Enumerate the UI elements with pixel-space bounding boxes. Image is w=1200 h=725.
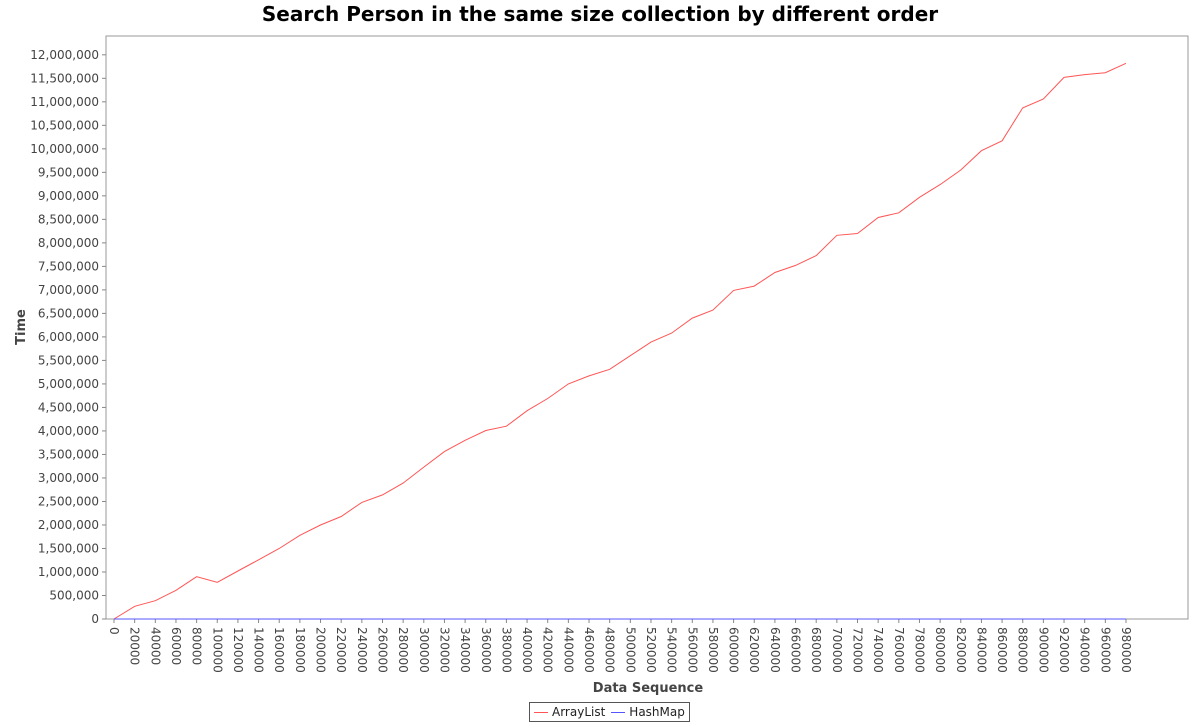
y-tick-label: 12,000,000 (30, 48, 99, 62)
x-tick-label: 120000 (231, 627, 245, 673)
y-tick-label: 6,000,000 (38, 330, 99, 344)
legend-item-arraylist: ArrayList (534, 705, 605, 719)
y-tick-label: 11,000,000 (30, 95, 99, 109)
y-tick-label: 4,500,000 (38, 400, 99, 414)
x-tick-label: 960000 (1098, 627, 1112, 673)
y-axis-title: Time (14, 309, 29, 345)
x-tick-label: 600000 (727, 627, 741, 673)
x-tick-label: 360000 (479, 627, 493, 673)
y-tick-label: 7,500,000 (38, 259, 99, 273)
x-tick-label: 300000 (417, 627, 431, 673)
x-tick-label: 180000 (293, 627, 307, 673)
series-layer (113, 62, 1127, 620)
x-tick-label: 980000 (1119, 627, 1133, 673)
x-tick-label: 100000 (210, 627, 224, 673)
y-tick-label: 1,000,000 (38, 565, 99, 579)
x-tick-label: 200000 (314, 627, 328, 673)
x-tick-label: 760000 (892, 627, 906, 673)
x-tick-label: 440000 (561, 627, 575, 673)
x-tick-label: 580000 (706, 627, 720, 673)
x-tick-label: 140000 (252, 627, 266, 673)
legend-label: ArrayList (552, 705, 606, 719)
x-tick-label: 880000 (1016, 627, 1030, 673)
legend-swatch-arraylist (534, 711, 548, 713)
y-tick-label: 2,500,000 (38, 494, 99, 508)
x-tick-label: 700000 (830, 627, 844, 673)
x-tick-label: 400000 (520, 627, 534, 673)
x-tick-label: 860000 (995, 627, 1009, 673)
x-tick-label: 900000 (1036, 627, 1050, 673)
y-tick-label: 11,500,000 (30, 71, 99, 85)
x-tick-label: 620000 (747, 627, 761, 673)
x-tick-label: 800000 (933, 627, 947, 673)
x-tick-label: 340000 (458, 627, 472, 673)
y-tick-label: 4,000,000 (38, 424, 99, 438)
x-tick-label: 740000 (871, 627, 885, 673)
y-tick-label: 5,500,000 (38, 353, 99, 367)
x-tick-label: 820000 (954, 627, 968, 673)
x-tick-label: 240000 (355, 627, 369, 673)
legend-item-hashmap: HashMap (611, 705, 685, 719)
y-tick-label: 0 (91, 612, 99, 626)
x-tick-label: 500000 (623, 627, 637, 673)
x-tick-label: 20000 (128, 627, 142, 665)
x-tick-label: 520000 (644, 627, 658, 673)
legend-swatch-hashmap (611, 711, 626, 713)
x-tick-label: 840000 (974, 627, 988, 673)
y-tick-label: 1,500,000 (38, 541, 99, 555)
x-tick-label: 460000 (582, 627, 596, 673)
x-tick-label: 220000 (334, 627, 348, 673)
y-tick-label: 6,500,000 (38, 306, 99, 320)
y-tick-label: 8,500,000 (38, 212, 99, 226)
x-tick-label: 260000 (375, 627, 389, 673)
y-axis: 0 500,000 1,000,000 1,500,000 2,000,000 2,500… (30, 48, 106, 626)
x-axis: 0 20000 40000 60000 80000 100000 120000 140000 1… (107, 619, 1133, 673)
x-tick-label: 320000 (437, 627, 451, 673)
y-tick-label: 2,000,000 (38, 518, 99, 532)
x-tick-label: 560000 (685, 627, 699, 673)
x-tick-label: 540000 (665, 627, 679, 673)
x-tick-label: 80000 (190, 627, 204, 665)
x-tick-label: 940000 (1078, 627, 1092, 673)
y-tick-label: 10,000,000 (30, 142, 99, 156)
y-tick-label: 8,000,000 (38, 236, 99, 250)
y-tick-label: 9,500,000 (38, 165, 99, 179)
x-tick-label: 720000 (851, 627, 865, 673)
x-tick-label: 640000 (768, 627, 782, 673)
x-tick-label: 40000 (148, 627, 162, 665)
y-tick-label: 5,000,000 (38, 377, 99, 391)
x-tick-label: 280000 (396, 627, 410, 673)
x-tick-label: 780000 (912, 627, 926, 673)
series-line-arraylist (113, 62, 1127, 620)
x-tick-label: 680000 (809, 627, 823, 673)
y-tick-label: 7,000,000 (38, 283, 99, 297)
legend-label: HashMap (629, 705, 685, 719)
y-tick-label: 500,000 (49, 588, 99, 602)
y-tick-label: 10,500,000 (30, 118, 99, 132)
y-tick-label: 3,000,000 (38, 471, 99, 485)
x-tick-label: 60000 (169, 627, 183, 665)
chart-title: Search Person in the same size collectio… (261, 2, 939, 26)
x-tick-label: 660000 (789, 627, 803, 673)
plot-area (105, 35, 1189, 620)
x-tick-label: 420000 (541, 627, 555, 673)
y-tick-label: 9,000,000 (38, 189, 99, 203)
x-axis-title: Data Sequence (593, 681, 704, 696)
x-tick-label: 160000 (272, 627, 286, 673)
x-tick-label: 0 (107, 627, 121, 635)
legend: ArrayList HashMap (529, 702, 690, 722)
x-tick-label: 480000 (603, 627, 617, 673)
x-tick-label: 380000 (499, 627, 513, 673)
y-tick-label: 3,500,000 (38, 447, 99, 461)
x-tick-label: 920000 (1057, 627, 1071, 673)
